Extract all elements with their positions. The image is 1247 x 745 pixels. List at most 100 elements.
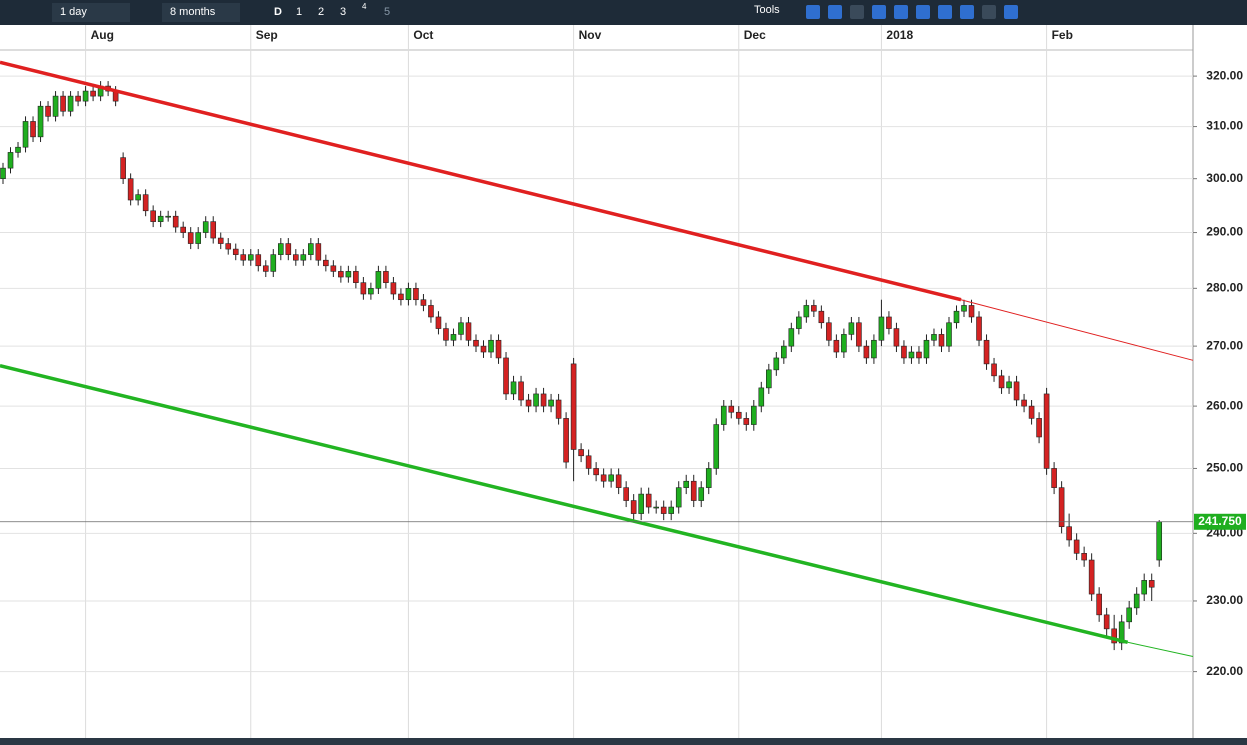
- candle-body: [518, 381, 524, 401]
- y-tick-label: 300.00: [1206, 171, 1243, 185]
- candle-body: [338, 271, 344, 278]
- candle-body: [390, 282, 397, 295]
- candle-body: [841, 334, 847, 353]
- range[interactable]: 8 months: [170, 6, 216, 18]
- button[interactable]: 2: [318, 6, 325, 18]
- candle-body: [660, 506, 667, 514]
- candle-body: [120, 157, 126, 179]
- candle-body: [142, 194, 149, 212]
- tool-icon[interactable]: [1004, 5, 1018, 19]
- candle-body: [863, 345, 870, 359]
- candle-body: [60, 95, 66, 112]
- candle-body: [180, 226, 186, 233]
- candle-body: [743, 418, 750, 425]
- tool-icon[interactable]: [960, 5, 974, 19]
- button[interactable]: 4: [362, 2, 367, 11]
- button[interactable]: 3: [340, 6, 347, 18]
- x-tick-label: Aug: [91, 28, 114, 42]
- candle-body: [901, 345, 907, 359]
- candle-body: [82, 90, 89, 102]
- candle-body: [495, 339, 502, 359]
- tool-icon[interactable]: [982, 5, 996, 19]
- candle-body: [848, 322, 855, 335]
- candle-body: [728, 405, 735, 413]
- candle-body: [270, 254, 277, 272]
- candle-body: [375, 271, 382, 289]
- interval[interactable]: 1 day: [60, 6, 87, 18]
- last-price-label: 241.750: [1198, 514, 1242, 528]
- tool-icon[interactable]: [850, 5, 864, 19]
- candle-body: [811, 305, 817, 312]
- candle-body: [1043, 393, 1050, 469]
- button[interactable]: D: [274, 6, 282, 18]
- y-tick-label: 270.00: [1206, 338, 1243, 352]
- candle-body: [555, 399, 562, 419]
- candle-body: [856, 322, 862, 347]
- candle-body: [781, 345, 787, 359]
- candle-body: [413, 288, 419, 301]
- candle-body: [1013, 381, 1020, 401]
- candle-body: [157, 215, 164, 222]
- candle-body: [450, 334, 457, 341]
- candle-body: [232, 248, 239, 255]
- tool-icon[interactable]: [916, 5, 930, 19]
- candle-body: [22, 121, 29, 148]
- candle-body: [465, 322, 472, 341]
- candle-body: [1126, 607, 1132, 623]
- candle-body: [1088, 559, 1095, 595]
- candle-body: [1006, 381, 1012, 389]
- chart: Aug Sep Oct Nov Dec 2018 Feb 320.00 310.00 300.00…: [0, 25, 1247, 745]
- candle-body: [7, 152, 14, 169]
- candle-body: [886, 316, 892, 329]
- tool-icon[interactable]: [938, 5, 952, 19]
- candle-body: [187, 232, 194, 244]
- candle-body: [788, 328, 795, 347]
- y-tick-label: 290.00: [1206, 225, 1243, 239]
- candle-body: [818, 310, 825, 324]
- candle-body: [638, 493, 644, 514]
- interval-select[interactable]: [52, 3, 130, 22]
- candle-body: [247, 254, 254, 261]
- candle-body: [953, 310, 960, 324]
- tool-icon[interactable]: [894, 5, 908, 19]
- y-tick-label: 230.00: [1206, 593, 1243, 607]
- x-tick-label: Feb: [1052, 28, 1073, 42]
- candle-body: [683, 480, 690, 488]
- toolbar: 1 day 8 months D 1 2 3 4 5 Tools: [0, 0, 1247, 25]
- candle-body: [758, 387, 765, 407]
- candle-body: [172, 215, 179, 228]
- button[interactable]: 5: [384, 6, 391, 18]
- status-bar: [0, 738, 1247, 745]
- candle-body: [923, 339, 930, 359]
- candle-body: [533, 393, 539, 407]
- candle-body: [871, 339, 877, 359]
- candle-body: [1028, 405, 1035, 419]
- last-price-box: [1194, 513, 1246, 530]
- trendline: [960, 299, 1194, 361]
- candle-body: [315, 243, 322, 261]
- tool-icon[interactable]: [828, 5, 842, 19]
- button[interactable]: 1: [296, 6, 303, 18]
- candle-body: [796, 316, 802, 329]
- candle-body: [698, 487, 705, 501]
- candle-body: [1021, 399, 1027, 407]
- tool-icon[interactable]: [872, 5, 886, 19]
- candle-body: [833, 339, 840, 353]
- candle-body: [308, 243, 314, 255]
- candle-body: [690, 480, 697, 501]
- y-tick-label: 320.00: [1206, 68, 1243, 82]
- candle-body: [705, 468, 712, 488]
- tool-icon[interactable]: [806, 5, 820, 19]
- candle-body: [773, 357, 780, 371]
- candle-body: [1096, 593, 1102, 616]
- range-select[interactable]: [162, 3, 240, 22]
- y-tick-label: 250.00: [1206, 461, 1243, 475]
- candle-body: [1148, 580, 1155, 588]
- candle-body: [803, 305, 810, 318]
- candle-body: [165, 215, 171, 218]
- candle-body: [1111, 628, 1117, 644]
- candle-body: [578, 449, 584, 457]
- candle-body: [976, 316, 982, 341]
- candle-body: [0, 167, 6, 179]
- candle-body: [323, 259, 329, 267]
